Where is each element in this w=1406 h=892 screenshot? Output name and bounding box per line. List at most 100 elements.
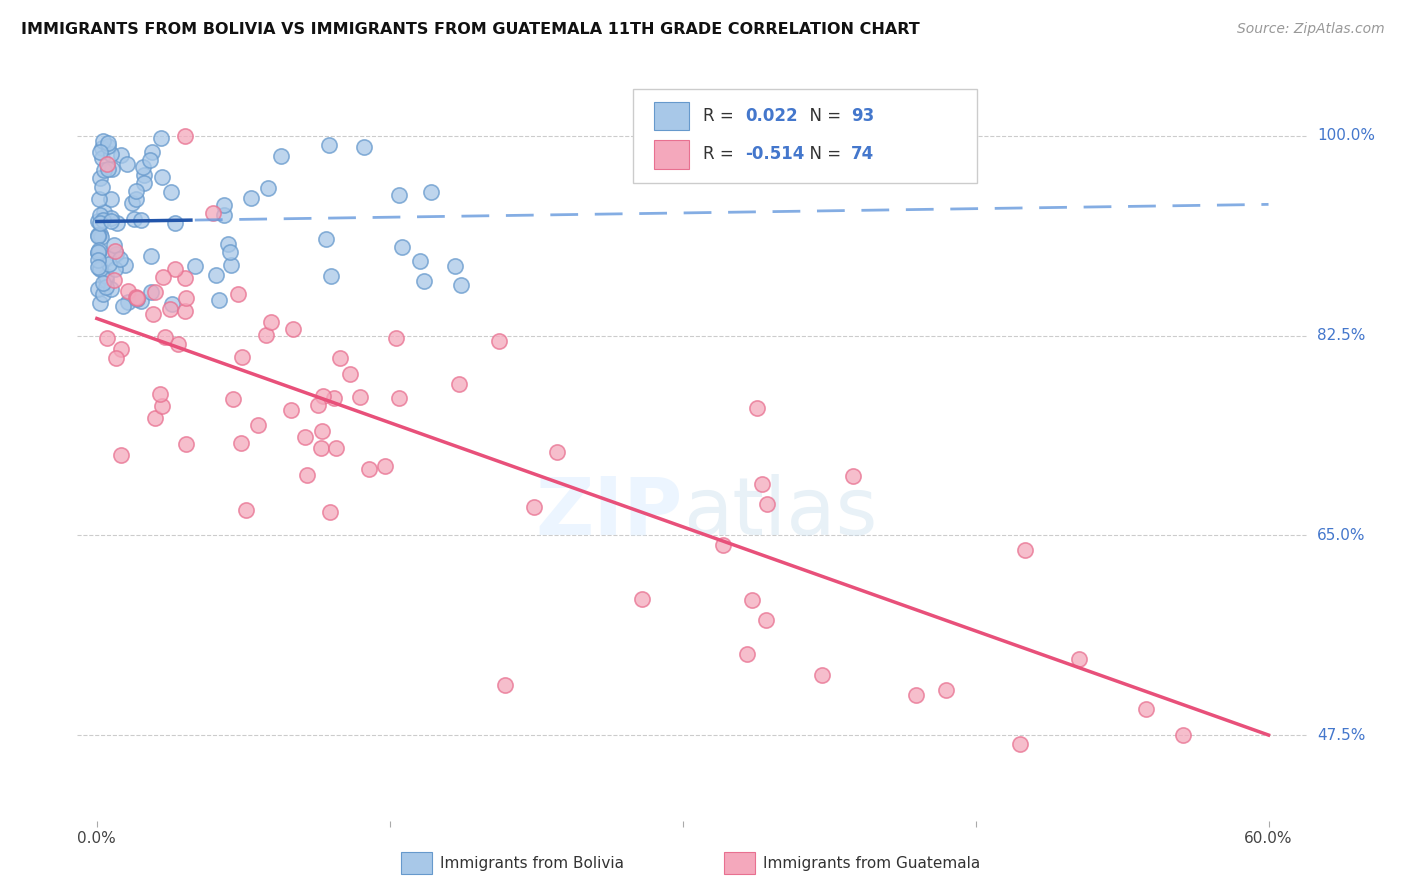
Point [294,430,316,444]
Text: 74: 74 [851,145,875,163]
Point [142,307,165,321]
Point [311,424,333,438]
Point [388,187,411,202]
Point [280,403,302,417]
Point [100,214,122,228]
Point [257,181,280,195]
Point [94,273,117,287]
Text: Immigrants from Guatemala: Immigrants from Guatemala [763,856,981,871]
Point [93,163,115,178]
Point [94,280,117,294]
Point [905,689,928,703]
Point [96,268,118,283]
Point [349,390,371,404]
Point [212,198,235,212]
Point [260,315,283,329]
Text: 93: 93 [851,107,875,125]
Point [281,322,304,336]
Point [217,236,239,251]
Point [373,459,395,474]
Point [231,351,253,365]
Point [339,367,361,381]
Point [124,192,146,206]
Point [353,140,375,154]
Text: IMMIGRANTS FROM BOLIVIA VS IMMIGRANTS FROM GUATEMALA 11TH GRADE CORRELATION CHAR: IMMIGRANTS FROM BOLIVIA VS IMMIGRANTS FR… [21,22,920,37]
Text: R =: R = [703,145,740,163]
Point [409,253,432,268]
Point [104,351,127,366]
Point [1008,738,1031,752]
Point [1135,702,1157,716]
Point [174,270,197,285]
Point [87,229,110,244]
Point [100,192,122,206]
Point [160,297,183,311]
Point [100,211,122,225]
Point [89,215,111,229]
Point [91,213,114,227]
Point [110,342,132,356]
Point [132,176,155,190]
Point [357,462,380,476]
Point [97,162,120,177]
Point [319,268,342,283]
Point [90,230,112,244]
Point [117,295,139,310]
Point [141,285,163,299]
Point [205,268,228,282]
Point [100,147,122,161]
Point [117,284,139,298]
Point [115,157,138,171]
Point [141,249,163,263]
Point [125,292,148,306]
Point [87,243,110,257]
Point [150,399,173,413]
Point [318,505,340,519]
Point [1171,728,1194,742]
Point [121,196,143,211]
Point [311,442,333,456]
Point [89,261,111,276]
Point [150,169,173,184]
Point [103,238,125,252]
Point [149,387,172,401]
Point [391,239,413,253]
Point [751,477,773,491]
Point [132,169,155,183]
Point [229,436,252,450]
Point [447,377,470,392]
Point [385,331,408,345]
Point [270,149,292,163]
Point [160,185,183,199]
Text: 65.0%: 65.0% [1317,528,1365,543]
Point [105,246,128,260]
Point [174,291,197,305]
Point [184,259,207,273]
Point [741,593,763,607]
Point [165,216,187,230]
Point [329,351,352,366]
Point [811,667,834,681]
Point [104,244,127,258]
Point [87,282,110,296]
Point [152,269,174,284]
Point [450,278,472,293]
Point [444,259,467,273]
Point [488,334,510,348]
Point [89,171,111,186]
Point [208,293,231,307]
Point [87,260,110,274]
Point [322,391,344,405]
Point [149,131,172,145]
Point [254,328,277,343]
Point [87,227,110,242]
Point [124,185,146,199]
Point [174,128,197,143]
Point [96,331,118,345]
Point [107,216,129,230]
Point [96,156,118,170]
Point [711,538,734,552]
Point [111,299,134,313]
Point [755,613,778,627]
Point [87,213,110,227]
